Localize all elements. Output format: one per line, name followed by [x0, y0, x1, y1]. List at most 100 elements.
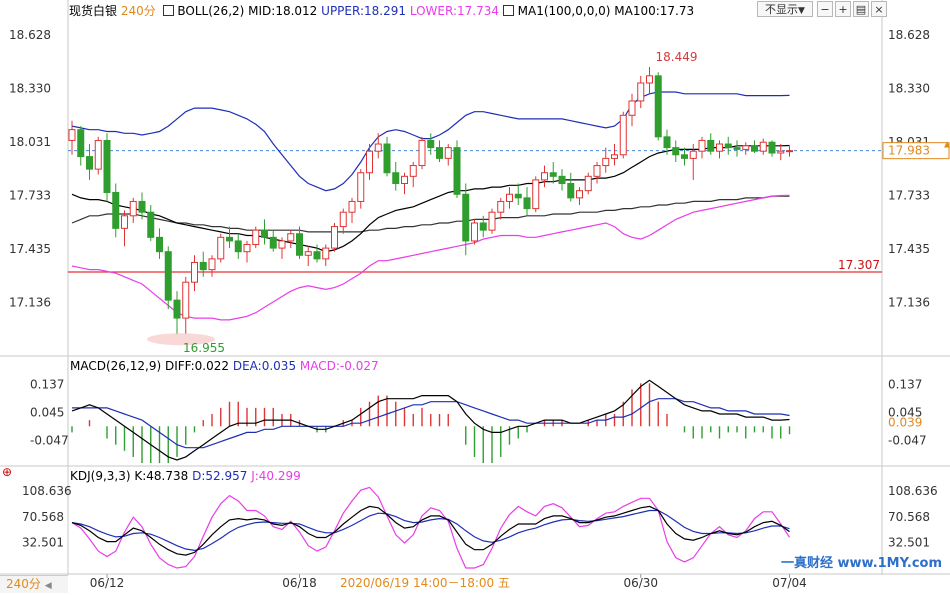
candle-body [243, 244, 251, 253]
candle [112, 183, 120, 238]
candle-body [602, 157, 610, 167]
price-axis-tick-4: 17.435 [888, 242, 930, 256]
chevron-down-icon: ▼ [798, 6, 805, 16]
candle [654, 72, 662, 141]
candle [313, 244, 321, 263]
candle [584, 172, 592, 195]
high-price-label: 18.449 [656, 50, 698, 64]
macd-label[interactable]: MACD(26,12,9) [70, 359, 162, 373]
candle [593, 161, 601, 184]
candle [444, 144, 452, 166]
ma-label[interactable]: MA1(100,0,0,0) [517, 4, 611, 18]
candle [689, 144, 697, 180]
period-tab[interactable]: 240分 ◀ [0, 575, 68, 593]
candle [637, 75, 645, 109]
candle-body [366, 150, 373, 174]
candle [287, 230, 295, 249]
candle [698, 136, 706, 159]
close-icon[interactable]: × [871, 1, 887, 17]
candle-body [462, 193, 470, 242]
kdj-j-line [71, 486, 791, 569]
period-label[interactable]: 240分 [120, 4, 156, 18]
candle [567, 172, 575, 202]
boll-label[interactable]: BOLL(26,2) [177, 4, 245, 18]
candle [68, 120, 76, 155]
candle-body [444, 147, 452, 159]
hide-indicator-button[interactable]: 不显示▼ [757, 1, 813, 17]
triangle-left-icon: ◀ [44, 581, 52, 591]
candle [602, 147, 610, 173]
candle [462, 183, 470, 256]
candle-body [304, 251, 312, 256]
candle [453, 140, 461, 198]
candle-body [707, 139, 715, 152]
candle-body [672, 147, 680, 156]
kdj-label[interactable]: KDJ(9,3,3) [70, 469, 131, 483]
candle-body [488, 211, 496, 231]
kdj-axis-left-tick-1: 70.568 [22, 510, 64, 524]
kdj-d: D:52.957 [192, 469, 248, 483]
candle-body [383, 143, 391, 174]
candle-body [103, 139, 111, 193]
macd-axis-tick-2: -0.047 [888, 434, 927, 448]
time-axis-label-3: 07/04 [772, 576, 807, 590]
candle-body [418, 139, 426, 167]
candle-body [164, 251, 172, 301]
candle [278, 237, 286, 259]
candle [366, 144, 373, 180]
price-axis-tick-0: 18.628 [888, 28, 930, 42]
candle-body [479, 222, 487, 231]
candle-body [86, 156, 93, 170]
candle [147, 205, 155, 241]
candle [339, 208, 347, 234]
kdj-panel-legend: KDJ(9,3,3) K:48.738 D:52.957 J:40.299 [70, 469, 301, 483]
candle-body [593, 165, 601, 177]
candle-body [121, 215, 128, 229]
price-axis-tick-5: 17.136 [888, 296, 930, 310]
price-axis-tick-3: 17.733 [888, 189, 930, 203]
price-axis-left-tick-1: 18.330 [9, 81, 51, 95]
candle-body [138, 200, 146, 213]
candle [506, 187, 513, 209]
candle [777, 144, 785, 161]
candle [121, 210, 128, 247]
candle-body [541, 172, 548, 181]
candle-body [374, 143, 382, 152]
low-price-label: 16.955 [183, 341, 225, 355]
candle-body [619, 114, 627, 156]
minus-icon[interactable]: − [817, 1, 833, 17]
kdj-axis-tick-2: 32.501 [888, 536, 930, 550]
candle-body [199, 261, 207, 271]
macd-dea: DEA:0.035 [232, 359, 297, 373]
settings-icon[interactable]: ▤ [853, 1, 869, 17]
kdj-axis-left-tick-2: 32.501 [22, 536, 64, 550]
current-price-arrow-icon: ▲ [944, 140, 950, 149]
candle-body [471, 222, 478, 242]
candle-body [786, 150, 793, 153]
candle-body [409, 165, 417, 177]
plus-icon[interactable]: + [835, 1, 851, 17]
candle [296, 226, 303, 259]
candle-body [523, 197, 531, 210]
candle [94, 136, 102, 175]
candle-body [269, 236, 277, 249]
hide-indicator-label: 不显示 [765, 3, 799, 16]
candle-body [208, 258, 216, 271]
candle-body [567, 183, 575, 199]
price-axis-left-tick-4: 17.435 [9, 242, 51, 256]
candle-body [322, 247, 330, 260]
candle-body [584, 175, 592, 192]
time-axis-label-1: 06/18 [282, 576, 317, 590]
candle-body [252, 229, 260, 246]
candle [611, 144, 618, 166]
candle [401, 172, 408, 195]
crosshair-icon[interactable]: ⊕ [2, 465, 13, 479]
macd-dea-line [72, 398, 790, 449]
macd-axis-tick-1: 0.045 [888, 405, 922, 419]
candle [164, 246, 172, 310]
candle [208, 255, 216, 277]
candle [357, 169, 365, 209]
symbol-name: 现货白银 [69, 4, 118, 18]
candle [182, 276, 190, 335]
candle [409, 161, 417, 188]
